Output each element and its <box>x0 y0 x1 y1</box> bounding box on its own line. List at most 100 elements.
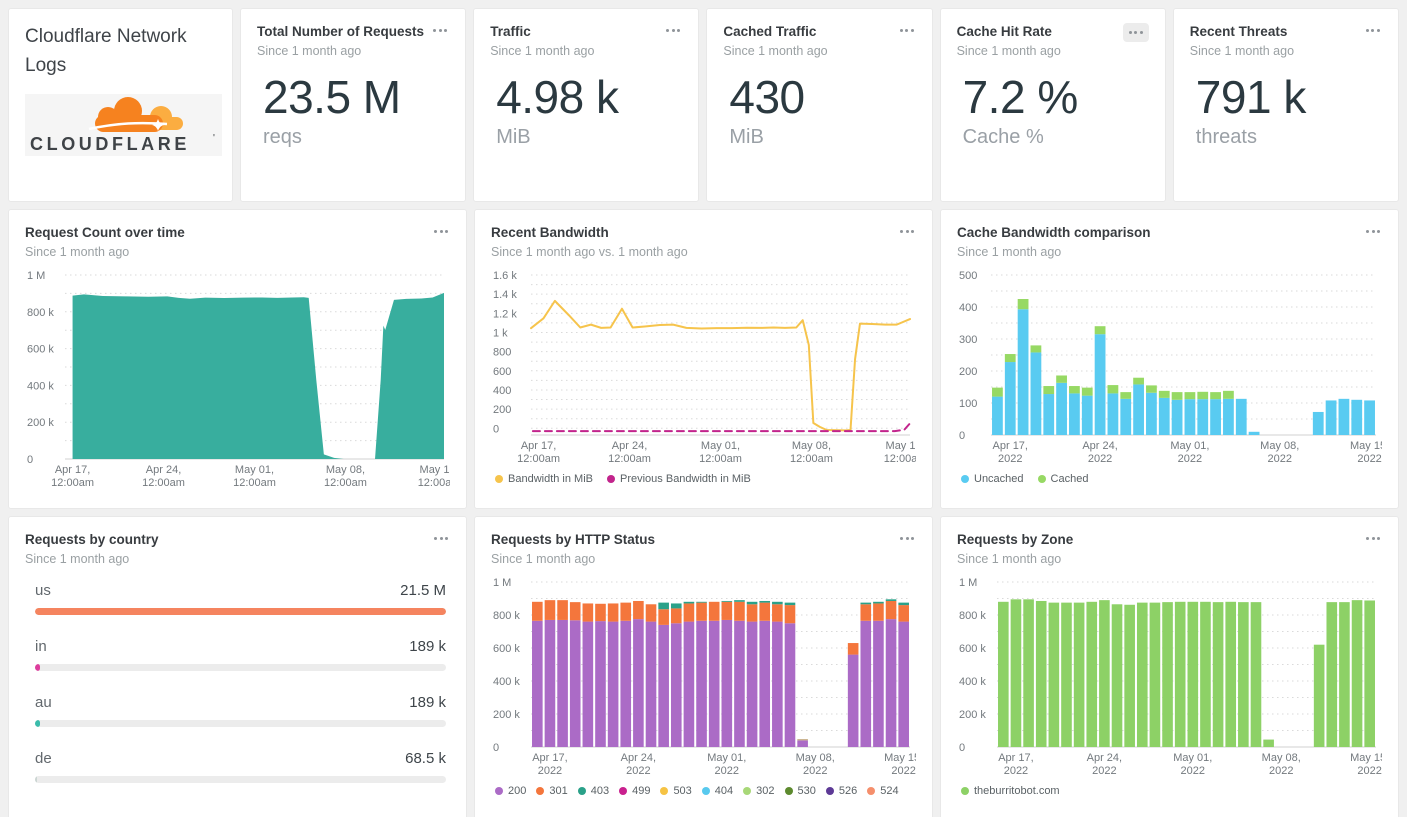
panel-menu-icon[interactable] <box>1364 224 1382 239</box>
legend-item[interactable]: 530 <box>784 785 816 797</box>
dashboard-title: Cloudflare Network Logs <box>25 26 187 76</box>
country-value: 189 k <box>409 693 446 711</box>
svg-text:Apr 17,: Apr 17, <box>532 752 567 764</box>
legend-item[interactable]: 526 <box>825 785 857 797</box>
panel-menu-icon[interactable] <box>664 23 682 38</box>
stat-card-cache-hit-rate: Cache Hit Rate Since 1 month ago 7.2 % C… <box>939 8 1166 202</box>
legend-item[interactable]: 524 <box>867 785 899 797</box>
svg-text:800 k: 800 k <box>27 306 54 318</box>
svg-text:May 01,: May 01, <box>707 752 746 764</box>
svg-text:12:00a: 12:00a <box>884 453 916 465</box>
stat-value: 4.98 k <box>496 70 619 123</box>
legend-item[interactable]: Previous Bandwidth in MiB <box>607 473 751 485</box>
stat-subtitle: Since 1 month ago <box>1189 43 1295 58</box>
svg-text:200 k: 200 k <box>959 709 986 721</box>
legend-item[interactable]: Bandwidth in MiB <box>495 473 593 485</box>
country-list: us 21.5 M in 189 k au 189 k <box>25 582 450 783</box>
stat-card-traffic: Traffic Since 1 month ago 4.98 k MiB <box>473 8 700 202</box>
svg-text:May 08,: May 08, <box>792 440 831 452</box>
svg-text:2022: 2022 <box>1268 453 1292 465</box>
legend-item[interactable]: Uncached <box>961 473 1024 485</box>
svg-text:Apr 17,: Apr 17, <box>521 440 556 452</box>
svg-text:May 1: May 1 <box>886 440 916 452</box>
svg-text:0: 0 <box>959 742 965 754</box>
panel-title: Requests by Zone <box>957 532 1074 547</box>
svg-text:May 01,: May 01, <box>1170 440 1209 452</box>
charts-row-1: Request Count over time Since 1 month ag… <box>8 209 1399 509</box>
legend-item[interactable]: 404 <box>701 785 733 797</box>
legend-item[interactable]: 302 <box>743 785 775 797</box>
svg-text:600 k: 600 k <box>493 643 520 655</box>
country-code: au <box>35 693 52 711</box>
svg-text:2022: 2022 <box>538 765 562 777</box>
svg-text:12:00am: 12:00am <box>324 477 367 489</box>
panel-menu-icon[interactable] <box>898 23 916 38</box>
request-count-chart[interactable]: 1 M 800 k 600 k 400 k 200 k 0 Apr 17, 12:00am Ap… <box>25 267 452 491</box>
legend-item[interactable]: 403 <box>577 785 609 797</box>
svg-text:800 k: 800 k <box>959 610 986 622</box>
svg-text:12:00am: 12:00am <box>51 477 94 489</box>
svg-text:May 08,: May 08, <box>326 464 365 476</box>
stat-card-total-requests: Total Number of Requests Since 1 month a… <box>240 8 467 202</box>
panel-menu-icon[interactable] <box>432 531 450 546</box>
legend-item[interactable]: 499 <box>619 785 650 797</box>
svg-text:600 k: 600 k <box>959 643 986 655</box>
stat-card-cached-traffic: Cached Traffic Since 1 month ago 430 MiB <box>706 8 933 202</box>
svg-text:300: 300 <box>959 334 977 346</box>
country-row-in: in 189 k <box>35 638 446 671</box>
svg-text:': ' <box>213 133 215 144</box>
svg-text:May 08,: May 08, <box>1262 752 1301 764</box>
panel-title: Cache Bandwidth comparison <box>957 225 1151 240</box>
svg-text:May 15,: May 15, <box>1350 440 1382 452</box>
intro-panel: Cloudflare Network Logs CLOUDFLARE ' <box>8 8 233 202</box>
panel-menu-icon[interactable] <box>1364 23 1382 38</box>
country-bar <box>35 719 446 727</box>
svg-text:2022: 2022 <box>1269 765 1293 777</box>
svg-text:2022: 2022 <box>1181 765 1205 777</box>
legend-item[interactable]: 503 <box>660 785 692 797</box>
stat-value: 23.5 M <box>263 70 401 123</box>
panel-menu-icon[interactable] <box>1364 531 1382 546</box>
panel-request-count: Request Count over time Since 1 month ag… <box>8 209 467 509</box>
panel-menu-icon[interactable] <box>1122 23 1149 42</box>
legend-item[interactable]: theburritobot.com <box>961 785 1060 797</box>
svg-text:Apr 17,: Apr 17, <box>55 464 90 476</box>
svg-text:May 01,: May 01, <box>1173 752 1212 764</box>
svg-text:May 08,: May 08, <box>796 752 835 764</box>
svg-text:2022: 2022 <box>891 765 915 777</box>
stat-title: Total Number of Requests <box>257 24 425 39</box>
panel-subtitle: Since 1 month ago <box>25 244 130 259</box>
country-row-de: de 68.5 k <box>35 750 446 783</box>
chart-legend: Bandwidth in MiB Previous Bandwidth in Mi… <box>491 473 916 485</box>
legend-item[interactable]: 301 <box>536 785 568 797</box>
svg-text:2022: 2022 <box>626 765 650 777</box>
panel-title: Requests by country <box>25 532 159 547</box>
stat-unit: reqs <box>263 126 302 149</box>
panel-recent-bandwidth: Recent Bandwidth Since 1 month ago vs. 1… <box>474 209 933 509</box>
country-value: 68.5 k <box>405 749 446 767</box>
cache-bandwidth-chart[interactable]: 500 400 300 200 100 0 Apr 17, 2022 Apr 24, 2022 Ma… <box>957 267 1389 467</box>
panel-subtitle: Since 1 month ago <box>25 551 130 566</box>
svg-text:2022: 2022 <box>1088 453 1112 465</box>
stat-title: Traffic <box>490 24 531 39</box>
stat-value: 7.2 % <box>962 70 1079 123</box>
legend-item[interactable]: 200 <box>495 785 526 797</box>
svg-text:400 k: 400 k <box>959 676 986 688</box>
svg-text:12:00am: 12:00am <box>699 453 742 465</box>
panel-menu-icon[interactable] <box>432 224 450 239</box>
panel-menu-icon[interactable] <box>431 23 449 38</box>
stat-unit: threats <box>1195 126 1257 149</box>
http-status-chart[interactable]: 1 M 800 k 600 k 400 k 200 k 0 Apr 17, 2022 Apr 2… <box>491 574 923 779</box>
svg-text:600: 600 <box>493 365 511 377</box>
svg-text:1.2 k: 1.2 k <box>493 308 517 320</box>
requests-by-zone-chart[interactable]: 1 M 800 k 600 k 400 k 200 k 0 Apr 17, 2022 Apr 2… <box>957 574 1389 779</box>
stats-row: Cloudflare Network Logs CLOUDFLARE ' Tot… <box>8 8 1399 202</box>
panel-menu-icon[interactable] <box>898 224 916 239</box>
svg-text:200: 200 <box>959 366 977 378</box>
svg-text:Apr 24,: Apr 24, <box>1082 440 1117 452</box>
panel-menu-icon[interactable] <box>898 531 916 546</box>
legend-item[interactable]: Cached <box>1037 473 1088 485</box>
svg-text:Apr 17,: Apr 17, <box>993 440 1028 452</box>
